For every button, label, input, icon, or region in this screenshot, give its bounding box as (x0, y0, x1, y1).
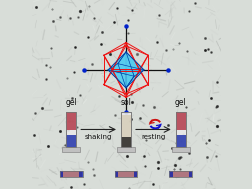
Polygon shape (108, 70, 134, 88)
Bar (172, 147, 190, 152)
Bar (176, 112, 186, 130)
Bar (121, 115, 131, 147)
Text: shaking: shaking (85, 134, 112, 140)
Bar (115, 171, 118, 177)
Bar (169, 171, 192, 177)
Bar (60, 171, 83, 177)
Polygon shape (118, 52, 144, 70)
Text: gel: gel (175, 98, 187, 107)
Polygon shape (108, 64, 126, 88)
Bar (60, 171, 63, 177)
Bar (60, 171, 83, 177)
Bar (115, 171, 137, 177)
Bar (121, 137, 131, 147)
Bar (169, 171, 173, 177)
FancyBboxPatch shape (121, 112, 131, 147)
Bar (170, 171, 192, 177)
Bar (134, 171, 137, 177)
FancyBboxPatch shape (176, 112, 186, 147)
Polygon shape (126, 52, 144, 76)
Polygon shape (126, 70, 144, 88)
Polygon shape (118, 64, 144, 88)
Text: sol: sol (120, 98, 132, 107)
Bar (117, 147, 135, 152)
Text: resting: resting (141, 134, 166, 140)
Polygon shape (126, 52, 134, 88)
Bar (60, 171, 82, 177)
FancyBboxPatch shape (66, 112, 76, 147)
Bar (66, 112, 76, 130)
Polygon shape (108, 52, 134, 76)
Bar (115, 171, 137, 177)
Bar (176, 135, 186, 147)
Bar (62, 147, 80, 152)
Polygon shape (108, 52, 126, 70)
Bar (79, 171, 83, 177)
Bar (66, 135, 76, 147)
Text: gel: gel (65, 98, 77, 107)
Bar (189, 171, 192, 177)
Polygon shape (108, 52, 144, 70)
Bar (115, 171, 137, 177)
Bar (169, 171, 192, 177)
